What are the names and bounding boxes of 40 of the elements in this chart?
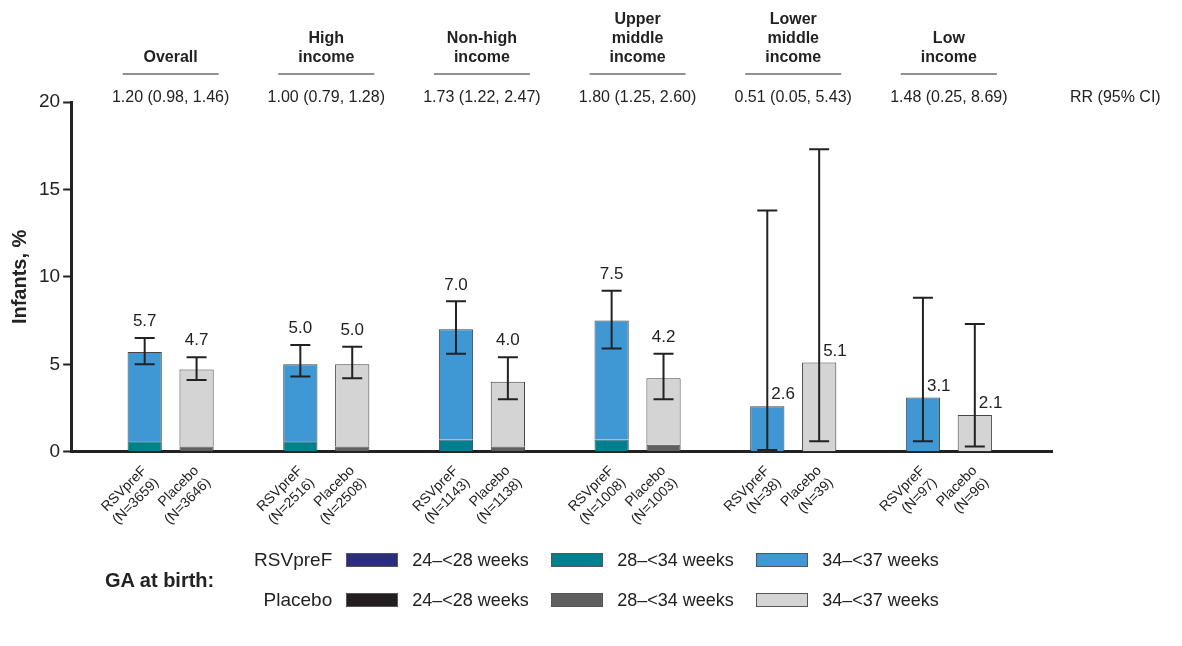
text: Upper middle income	[609, 10, 666, 66]
total-label: 2.1	[978, 393, 1003, 413]
total-label: 3.1	[926, 375, 951, 395]
legend-label: 34–<37 weeks	[822, 549, 939, 571]
total-label: 5.1	[823, 340, 847, 360]
total-label: 4.0	[496, 330, 520, 350]
y-tick-label: 15	[38, 177, 61, 199]
text: High income	[298, 29, 355, 66]
text: RR (95% CI)	[1070, 88, 1161, 106]
text: Low income	[920, 29, 977, 66]
annotation: 0.51 (0.05, 5.43)	[734, 88, 852, 106]
total-label: 2.6	[771, 384, 795, 404]
annotation: 1.48 (0.25, 8.69)	[890, 88, 1008, 106]
total-label: 5.0	[288, 318, 313, 338]
y-axis-title: Infants, %	[7, 229, 30, 325]
legend-title: GA at birth:	[105, 568, 215, 592]
y-tick-label: 10	[38, 265, 61, 287]
total-label: 7.0	[444, 274, 468, 294]
y-tick-label: 5	[49, 352, 61, 374]
total-label: 4.2	[651, 326, 676, 346]
total-label: 5.0	[340, 319, 365, 339]
total-label: 5.7	[132, 311, 157, 331]
text: Placebo	[262, 589, 333, 611]
y-tick-label: 0	[49, 439, 61, 461]
annotation: 1.80 (1.25, 2.60)	[578, 88, 697, 106]
legend-label: 24–<28 weeks	[412, 549, 529, 571]
annotation: 1.20 (0.98, 1.46)	[111, 88, 230, 106]
total-label: 7.5	[599, 264, 624, 284]
text: Overall	[143, 48, 198, 66]
y-tick-label: 20	[38, 90, 61, 112]
annotation: 1.00 (0.79, 1.28)	[267, 88, 385, 106]
total-label: 4.7	[184, 330, 209, 350]
text: RSVpreF	[253, 549, 333, 571]
annotation: 1.73 (1.22, 2.47)	[423, 88, 541, 106]
text: Lower middle income	[765, 10, 822, 66]
legend-label: 34–<37 weeks	[822, 589, 939, 611]
legend-label: 24–<28 weeks	[412, 589, 529, 611]
text: Non-high income	[446, 29, 518, 66]
legend-label: 28–<34 weeks	[617, 549, 734, 571]
legend-label: 28–<34 weeks	[617, 589, 734, 611]
